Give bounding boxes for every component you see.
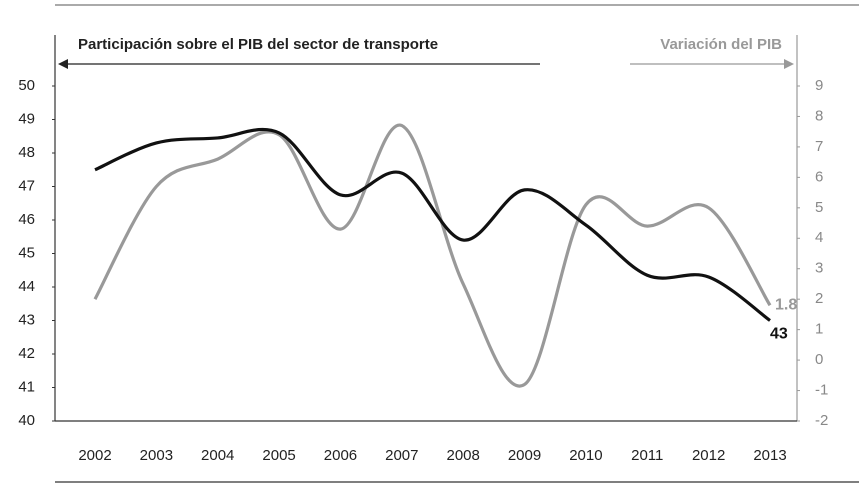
x-tick-label: 2012 [692,447,725,464]
arrow-head [58,59,68,69]
line-series [94,127,771,322]
x-tick-label: 2008 [446,447,479,464]
x-tick-label: 2003 [140,447,173,464]
y-tick-label: 49 [18,110,35,127]
line-series [93,123,772,388]
y2-tick-label: 4 [815,229,823,246]
x-tick-label: 2006 [324,447,357,464]
y-tick-label: 43 [18,311,35,328]
y2-tick-label: 0 [815,351,823,368]
y2-tick-label: -1 [815,382,828,399]
y2-tick-label: 8 [815,107,823,124]
y2-tick-label: -2 [815,412,828,429]
y-tick-label: 42 [18,345,35,362]
left-axis-header: Participación sobre el PIB del sector de… [78,36,438,53]
y2-tick-label: 7 [815,138,823,155]
y-tick-label: 48 [18,144,35,161]
x-tick-label: 2013 [753,447,786,464]
y2-tick-label: 1 [815,321,823,338]
y2-tick-label: 3 [815,260,823,277]
x-tick-label: 2004 [201,447,234,464]
x-tick-label: 2009 [508,447,541,464]
y2-tick-label: 6 [815,168,823,185]
y-tick-label: 50 [18,77,35,94]
right-axis-header: Variación del PIB [660,36,782,53]
x-tick-label: 2010 [569,447,602,464]
y2-tick-label: 2 [815,290,823,307]
x-tick-label: 2007 [385,447,418,464]
y-tick-label: 41 [18,378,35,395]
data-label: 43 [770,326,788,343]
x-tick-label: 2011 [631,447,663,464]
y-tick-label: 40 [18,412,35,429]
y2-tick-label: 9 [815,77,823,94]
x-tick-label: 2002 [78,447,111,464]
y-tick-label: 46 [18,211,35,228]
data-label: 1.8 [775,296,797,313]
x-tick-label: 2005 [262,447,295,464]
y-tick-label: 44 [18,278,35,295]
arrow-head [784,59,794,69]
y-tick-label: 47 [18,177,35,194]
y2-tick-label: 5 [815,199,823,216]
y-tick-label: 45 [18,244,35,261]
